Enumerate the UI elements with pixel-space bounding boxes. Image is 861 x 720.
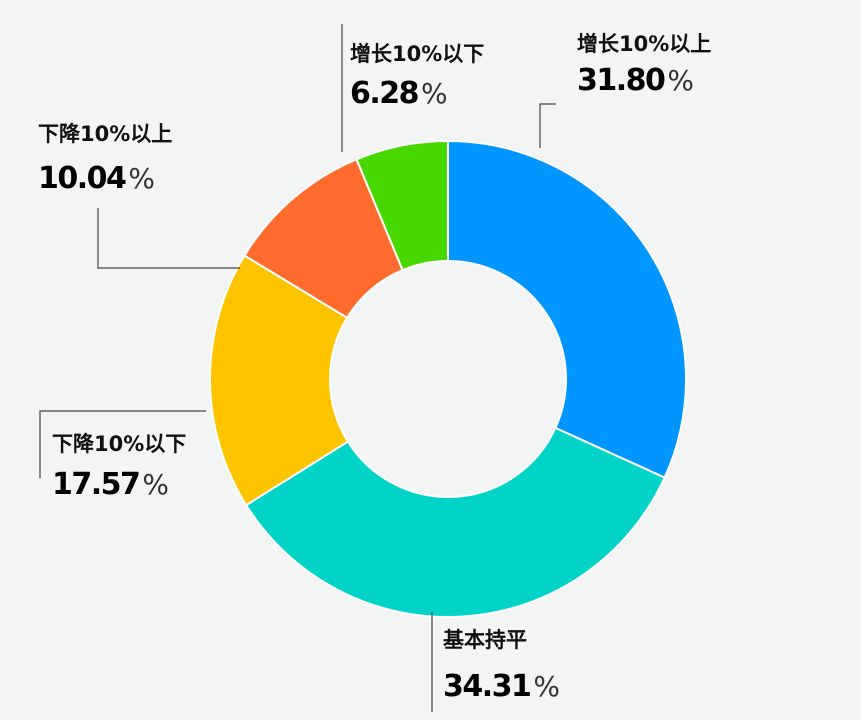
leader-line-3 [97, 208, 240, 269]
donut-slices [209, 139, 687, 618]
slice-value-line: 34.31% [443, 669, 560, 704]
leader-line-2 [39, 410, 206, 478]
slice-value: 6.28 [350, 76, 419, 111]
slice-1 [244, 426, 666, 618]
slice-label: 增长10%以下 [350, 42, 484, 66]
slice-unit: % [533, 670, 560, 703]
slice-value-line: 6.28% [350, 76, 448, 111]
slice-unit: % [128, 162, 155, 195]
slice-value: 17.57 [52, 467, 139, 502]
slice-unit: % [142, 468, 169, 501]
slice-2 [209, 254, 350, 507]
slice-4 [355, 139, 449, 272]
label-group-decline-under-10: 下降10%以下 17.57% [52, 432, 186, 502]
slice-label: 下降10%以下 [52, 432, 186, 456]
slice-label: 基本持平 [443, 628, 527, 652]
slice-unit: % [421, 77, 448, 110]
slice-value-line: 31.80% [577, 63, 694, 98]
label-group-flat: 基本持平 34.31% [443, 628, 560, 704]
label-group-growth-under-10: 增长10%以下 6.28% [350, 42, 484, 111]
slice-unit: % [667, 64, 694, 97]
label-group-decline-over-10: 下降10%以上 10.04% [38, 122, 172, 196]
slice-value: 31.80 [577, 63, 665, 98]
slice-value-line: 17.57% [52, 467, 169, 502]
slice-value: 10.04 [38, 161, 126, 196]
leader-lines [39, 24, 556, 712]
slice-label: 增长10%以上 [577, 32, 711, 56]
slice-0 [447, 139, 687, 479]
slice-label: 下降10%以上 [38, 122, 172, 146]
slice-value-line: 10.04% [38, 161, 155, 196]
leader-line-0 [539, 103, 556, 148]
label-group-growth-over-10: 增长10%以上 31.80% [577, 32, 711, 98]
slice-value: 34.31 [443, 669, 530, 704]
